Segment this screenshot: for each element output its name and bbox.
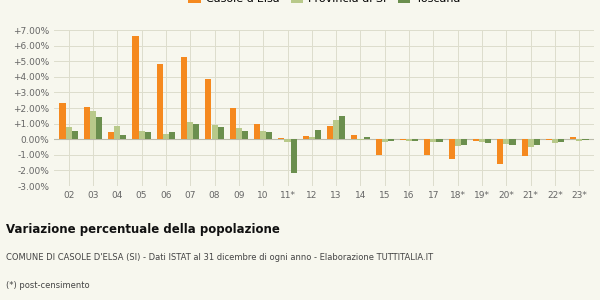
Bar [163, 134, 169, 139]
Bar [503, 139, 509, 144]
Bar [400, 139, 406, 140]
Bar [473, 139, 479, 141]
Bar [212, 125, 218, 139]
Bar [254, 124, 260, 139]
Bar [364, 137, 370, 139]
Bar [193, 124, 199, 139]
Bar [139, 131, 145, 139]
Bar [333, 121, 339, 139]
Bar [169, 132, 175, 139]
Bar [181, 56, 187, 139]
Bar [376, 139, 382, 155]
Bar [278, 138, 284, 139]
Bar [327, 126, 333, 139]
Bar [236, 128, 242, 139]
Bar [90, 111, 96, 139]
Bar [133, 36, 139, 139]
Bar [558, 139, 564, 142]
Bar [284, 139, 290, 142]
Bar [218, 128, 224, 139]
Bar [352, 135, 358, 139]
Bar [521, 139, 528, 156]
Bar [303, 136, 309, 139]
Bar [424, 139, 430, 155]
Bar [187, 122, 193, 139]
Bar [157, 64, 163, 139]
Bar [388, 139, 394, 141]
Bar [461, 139, 467, 145]
Bar [84, 107, 90, 139]
Bar [96, 117, 102, 139]
Bar [315, 130, 321, 139]
Bar [430, 139, 436, 142]
Bar [479, 139, 485, 142]
Bar [145, 132, 151, 139]
Bar [528, 139, 534, 147]
Bar [59, 103, 65, 139]
Bar [509, 139, 515, 146]
Legend: Casole d'Elsa, Provincia di SI, Toscana: Casole d'Elsa, Provincia di SI, Toscana [184, 0, 464, 8]
Bar [497, 139, 503, 164]
Bar [552, 139, 558, 143]
Bar [546, 139, 552, 140]
Bar [65, 128, 71, 139]
Bar [71, 131, 78, 139]
Bar [290, 139, 296, 173]
Text: (*) post-censimento: (*) post-censimento [6, 280, 89, 290]
Bar [583, 139, 589, 140]
Bar [260, 131, 266, 139]
Bar [406, 139, 412, 141]
Text: COMUNE DI CASOLE D'ELSA (SI) - Dati ISTAT al 31 dicembre di ogni anno - Elaboraz: COMUNE DI CASOLE D'ELSA (SI) - Dati ISTA… [6, 254, 433, 262]
Bar [114, 126, 120, 139]
Bar [577, 139, 583, 141]
Bar [230, 108, 236, 139]
Bar [108, 132, 114, 139]
Bar [534, 139, 540, 145]
Bar [309, 137, 315, 139]
Bar [449, 139, 455, 160]
Bar [485, 139, 491, 143]
Bar [242, 131, 248, 139]
Bar [358, 139, 364, 140]
Bar [570, 137, 577, 139]
Bar [412, 139, 418, 141]
Bar [205, 79, 211, 139]
Bar [382, 139, 388, 142]
Bar [120, 134, 127, 139]
Bar [339, 116, 345, 139]
Text: Variazione percentuale della popolazione: Variazione percentuale della popolazione [6, 224, 280, 236]
Bar [436, 139, 443, 142]
Bar [266, 132, 272, 139]
Bar [455, 139, 461, 146]
